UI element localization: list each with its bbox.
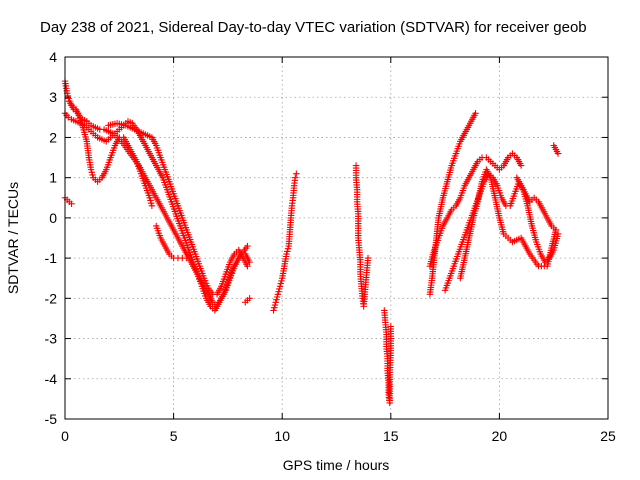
data-point [554, 150, 562, 157]
x-tick-label: 10 [274, 428, 290, 444]
y-tick-label: 3 [49, 89, 57, 105]
y-tick-label: 0 [49, 210, 57, 226]
series-track-h [352, 162, 372, 310]
data-point [552, 226, 560, 234]
data-point [244, 242, 251, 250]
series-track-g [270, 170, 300, 314]
series-track-n [513, 174, 560, 234]
series-track-i [381, 307, 394, 407]
series-track-o [550, 142, 562, 157]
data-point [364, 254, 372, 262]
x-tick-label: 5 [170, 428, 178, 444]
series-track-b [61, 110, 253, 314]
data-point [472, 110, 479, 117]
y-tick-label: 4 [49, 49, 57, 65]
data-point [68, 200, 75, 208]
y-tick-label: -4 [45, 371, 58, 387]
x-axis-label: GPS time / hours [283, 457, 390, 473]
x-tick-label: 15 [383, 428, 399, 444]
x-tick-label: 0 [61, 428, 69, 444]
series-track-m [457, 166, 560, 282]
data-point [517, 162, 525, 169]
y-tick-label: 1 [49, 170, 57, 186]
x-tick-label: 20 [492, 428, 508, 444]
series-track-c [66, 98, 156, 210]
data-point [292, 174, 299, 181]
data-point [387, 323, 394, 330]
plot-frame [64, 56, 609, 420]
y-tick-label: -1 [45, 250, 58, 266]
x-tick-label: 25 [600, 428, 616, 444]
data-point [65, 114, 72, 121]
chart-title: Day 238 of 2021, Sidereal Day-to-day VTE… [40, 19, 587, 36]
axis-ticks: 0 5 10 15 20 25 -5 -4 -3 -2 -1 0 1 2 3 4 [45, 49, 616, 444]
y-axis-label: SDTVAR / TECUs [5, 182, 21, 294]
data-points [61, 77, 562, 407]
series-track-d [105, 120, 251, 298]
grid [65, 57, 608, 419]
data-point [183, 254, 190, 262]
data-point [244, 262, 251, 270]
y-tick-label: -2 [45, 290, 58, 306]
y-tick-label: -3 [45, 331, 58, 347]
data-point [246, 295, 253, 302]
data-point [148, 202, 156, 210]
y-tick-label: -5 [45, 411, 58, 427]
y-tick-label: 2 [49, 129, 57, 145]
data-point [293, 170, 300, 177]
series-track-a [61, 77, 251, 310]
series-track-e [153, 222, 190, 262]
series-track-k [426, 150, 525, 270]
